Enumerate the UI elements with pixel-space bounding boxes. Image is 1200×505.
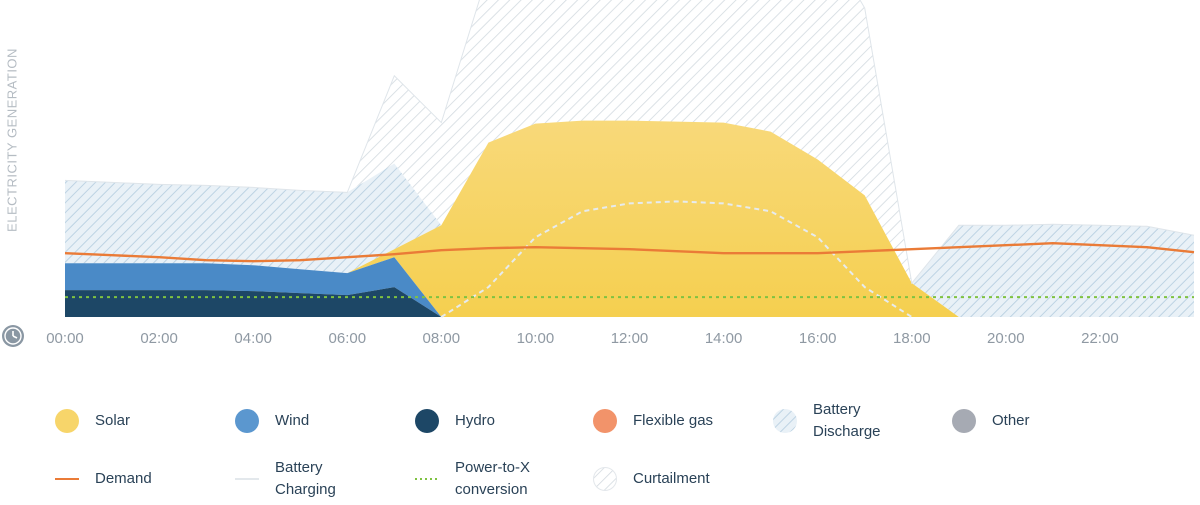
x-tick-label: 18:00 — [893, 330, 931, 347]
y-axis-label-box: ELECTRICITY GENERATION — [0, 30, 32, 250]
legend-swatch-icon — [415, 467, 439, 491]
legend-swatch-icon — [773, 409, 797, 433]
legend-label: Power-to-X conversion — [455, 459, 531, 498]
legend-label: Battery Charging — [275, 459, 336, 498]
y-axis-label: ELECTRICITY GENERATION — [4, 48, 20, 232]
legend-item-battery-discharge: Battery Discharge — [773, 399, 903, 443]
legend-swatch-icon — [952, 409, 976, 433]
wind-area — [65, 257, 1194, 317]
legend-label: Battery Discharge — [813, 401, 881, 440]
legend-item-other: Other — [952, 399, 1030, 443]
legend-item-curtailment: Curtailment — [593, 457, 710, 501]
legend-swatch-icon — [593, 409, 617, 433]
demand-line — [64, 241, 1195, 263]
x-tick-label: 20:00 — [987, 330, 1025, 347]
x-tick-label: 10:00 — [517, 330, 555, 347]
legend-swatch-icon — [593, 467, 617, 491]
legend-item-power-to-x-conversion: Power-to-X conversion — [415, 457, 545, 501]
x-tick-label: 02:00 — [140, 330, 178, 347]
hydro-area — [65, 287, 1194, 317]
legend-item-battery-charging: Battery Charging — [235, 457, 365, 501]
battery-charging-line — [440, 200, 913, 318]
legend-label: Solar — [95, 412, 131, 429]
legend-label: Curtailment — [633, 470, 710, 487]
x-tick-label: 04:00 — [234, 330, 272, 347]
legend-label: Hydro — [455, 412, 496, 429]
clock-icon — [2, 325, 24, 347]
x-tick-label: 14:00 — [705, 330, 743, 347]
legend-label: Other — [992, 412, 1030, 429]
legend-swatch-icon — [415, 409, 439, 433]
battery-discharge-area — [65, 120, 1194, 317]
x-tick-label: 12:00 — [611, 330, 649, 347]
legend-item-solar: Solar — [55, 399, 130, 443]
x-tick-label: 06:00 — [329, 330, 367, 347]
legend-label: Flexible gas — [633, 412, 714, 429]
legend-swatch-icon — [235, 467, 259, 491]
x-tick-label: 08:00 — [423, 330, 461, 347]
x-tick-label: 16:00 — [799, 330, 837, 347]
legend-item-flexible-gas: Flexible gas — [593, 399, 713, 443]
legend-swatch-icon — [235, 409, 259, 433]
legend-label: Wind — [275, 412, 310, 429]
legend-item-demand: Demand — [55, 457, 152, 501]
x-tick-label: 22:00 — [1081, 330, 1119, 347]
curtailment-area — [65, 0, 1194, 284]
legend-item-hydro: Hydro — [415, 399, 495, 443]
legend-label: Demand — [95, 470, 152, 487]
solar-area — [65, 120, 1194, 317]
legend-swatch-icon — [55, 409, 79, 433]
legend-swatch-icon — [55, 467, 79, 491]
legend-item-wind: Wind — [235, 399, 309, 443]
x-tick-label: 00:00 — [46, 330, 84, 347]
curtailment-outline — [64, 0, 1195, 285]
generation-chart: 00:00 02:00 04:00 06:00 08:00 10:00 12:00 14:00… — [2, 0, 1195, 347]
